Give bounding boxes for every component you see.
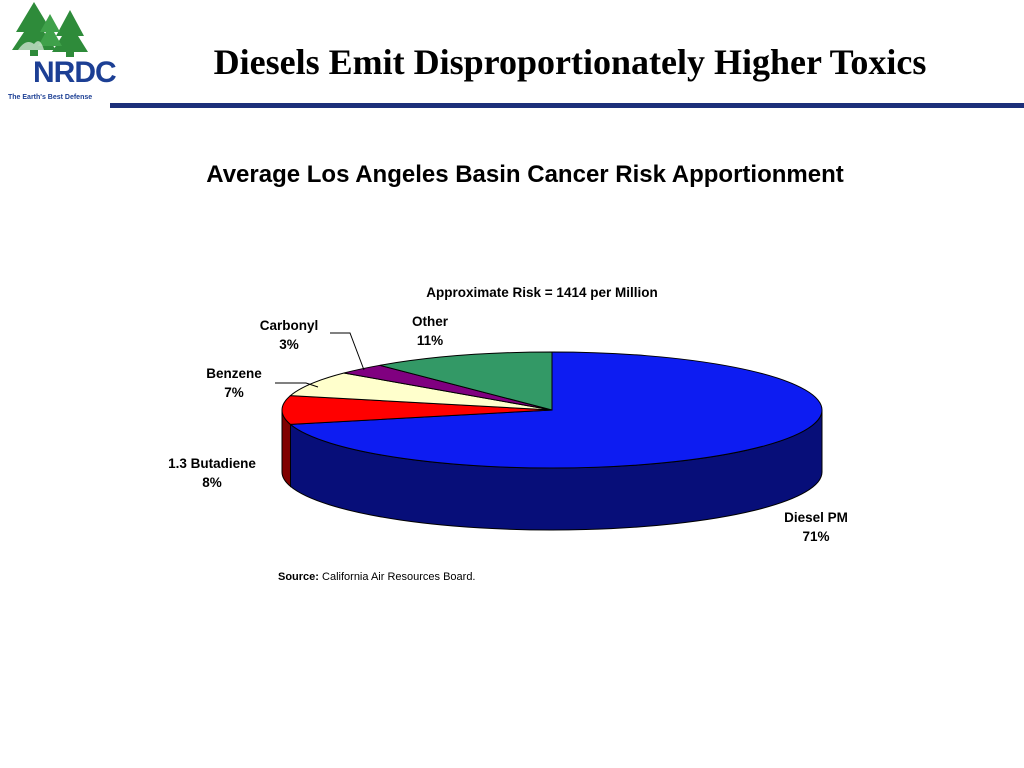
slice-label-2: Benzene: [206, 366, 262, 381]
nrdc-logo: NRDC The Earth's Best Defense: [4, 0, 124, 106]
slice-value-3: 3%: [279, 337, 299, 352]
source-text: California Air Resources Board.: [322, 571, 476, 583]
leader-line-3: [330, 332, 365, 371]
pie-slice-2: [289, 372, 553, 411]
slice-label-0: Diesel PM: [784, 510, 848, 525]
slice-label-1: 1.3 Butadiene: [168, 456, 256, 471]
pie-slice-1: [281, 395, 553, 425]
logo-wordmark: NRDC: [33, 56, 117, 89]
tree-logo-icon: [12, 2, 88, 57]
logo-tagline: The Earth's Best Defense: [8, 94, 93, 101]
slice-label-4: Other: [412, 314, 449, 329]
slice-label-3: Carbonyl: [260, 318, 319, 333]
source-label: Source:: [278, 571, 319, 583]
title-divider: [110, 103, 1024, 108]
pie-body: [281, 351, 823, 531]
leader-line-2: [275, 382, 319, 388]
slice-value-4: 11%: [417, 333, 443, 348]
pie-slice-4: [379, 351, 553, 411]
chart-title: Approximate Risk = 1414 per Million: [426, 285, 657, 300]
source-note: Source: California Air Resources Board.: [278, 571, 476, 583]
slice-value-2: 7%: [224, 385, 244, 400]
slide-title: Diesels Emit Disproportionately Higher T…: [213, 42, 927, 82]
slice-value-1: 8%: [202, 475, 222, 490]
slice-value-0: 71%: [802, 529, 829, 544]
pie-labels: Diesel PM 71% 1.3 Butadiene 8% Benzene 7% Carb…: [168, 314, 848, 544]
pie-slice-0: [289, 351, 823, 469]
chart-heading: Average Los Angeles Basin Cancer Risk Ap…: [206, 161, 844, 188]
